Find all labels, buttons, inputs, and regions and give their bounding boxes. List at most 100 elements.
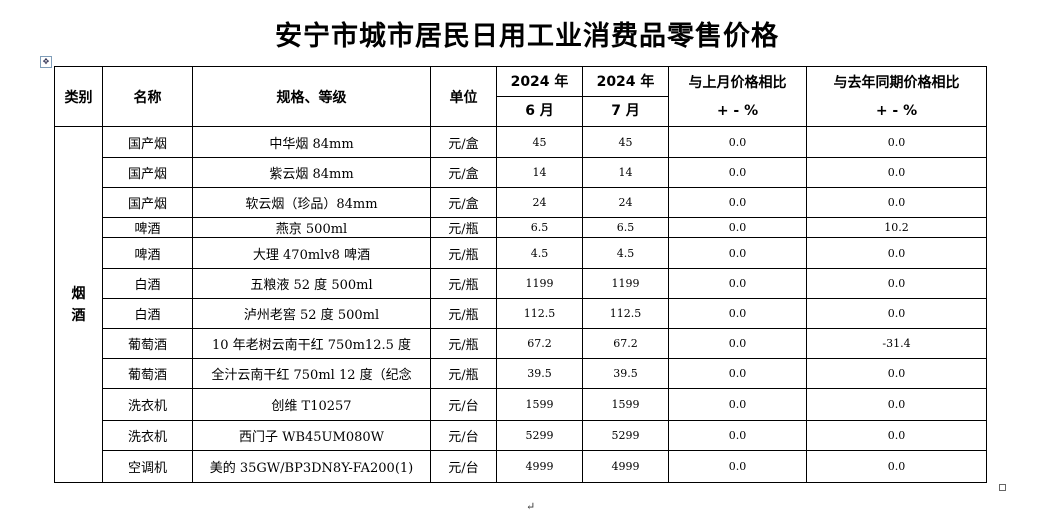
- june-price-cell: 112.5: [496, 298, 583, 329]
- product-name-cell: 国产烟: [102, 187, 193, 218]
- header-june-month: 6 月: [497, 96, 582, 125]
- header-june: 2024 年 6 月: [496, 66, 583, 127]
- spec-cell: 中华烟 84mm: [192, 126, 431, 158]
- yoy-change-cell: 0.0: [806, 126, 987, 158]
- june-price-cell: 1599: [496, 388, 583, 421]
- table-row: 洗衣机 创维 T10257 元/台 1599 1599 0.0 0.0: [55, 388, 987, 421]
- table-row: 洗衣机 西门子 WB45UM080W 元/台 5299 5299 0.0 0.0: [55, 420, 987, 451]
- product-name-cell: 国产烟: [102, 126, 193, 158]
- mom-change-cell: 0.0: [668, 388, 807, 421]
- spec-cell: 软云烟（珍品）84mm: [192, 187, 431, 218]
- july-price-cell: 14: [582, 157, 669, 188]
- yoy-change-cell: 0.0: [806, 388, 987, 421]
- product-name-cell: 国产烟: [102, 157, 193, 188]
- yoy-change-cell: 0.0: [806, 187, 987, 218]
- yoy-change-cell: -31.4: [806, 328, 987, 359]
- unit-cell: 元/瓶: [430, 268, 497, 299]
- header-july-year: 2024 年: [596, 74, 655, 90]
- table-move-handle-icon[interactable]: ✥: [40, 56, 52, 68]
- july-price-cell: 4.5: [582, 237, 669, 269]
- product-name-cell: 洗衣机: [102, 388, 193, 421]
- mom-change-cell: 0.0: [668, 187, 807, 218]
- mom-change-cell: 0.0: [668, 126, 807, 158]
- header-yoy-label: 与去年同期价格相比: [833, 74, 960, 91]
- mom-change-cell: 0.0: [668, 358, 807, 389]
- yoy-change-cell: 0.0: [806, 358, 987, 389]
- yoy-change-cell: 0.0: [806, 157, 987, 188]
- table-row: 白酒 五粮液 52 度 500ml 元/瓶 1199 1199 0.0 0.0: [55, 268, 987, 299]
- unit-cell: 元/盒: [430, 187, 497, 218]
- unit-cell: 元/瓶: [430, 358, 497, 389]
- yoy-change-cell: 0.0: [806, 420, 987, 451]
- spec-cell: 五粮液 52 度 500ml: [192, 268, 431, 299]
- header-category: 类别: [54, 66, 103, 127]
- table-body: 烟 酒国产烟 中华烟 84mm 元/盒 45 45 0.0 0.0 国产烟 紫云烟 84mm 元/…: [54, 126, 987, 483]
- table-row: 白酒 泸州老窖 52 度 500ml 元/瓶 112.5 112.5 0.0 0.0: [55, 298, 987, 329]
- product-name-cell: 葡萄酒: [102, 358, 193, 389]
- table-row: 烟 酒国产烟 中华烟 84mm 元/盒 45 45 0.0 0.0: [54, 126, 987, 483]
- june-price-cell: 6.5: [496, 217, 583, 238]
- product-name-cell: 空调机: [102, 450, 193, 483]
- yoy-change-cell: 0.0: [806, 237, 987, 269]
- table-row: 空调机 美的 35GW/BP3DN8Y-FA200(1) 元/台 4999 4999 0.…: [55, 450, 987, 483]
- table-row: 国产烟 软云烟（珍品）84mm 元/盒 24 24 0.0 0.0: [55, 187, 987, 218]
- july-price-cell: 6.5: [582, 217, 669, 238]
- header-july: 2024 年 7 月: [582, 66, 669, 127]
- july-price-cell: 45: [582, 126, 669, 158]
- product-name-cell: 洗衣机: [102, 420, 193, 451]
- mom-change-cell: 0.0: [668, 157, 807, 188]
- header-name: 名称: [102, 66, 193, 127]
- july-price-cell: 1599: [582, 388, 669, 421]
- header-june-year: 2024 年: [510, 74, 569, 90]
- yoy-change-cell: 0.0: [806, 268, 987, 299]
- spec-cell: 燕京 500ml: [192, 217, 431, 238]
- header-mom-unit: + - %: [716, 102, 759, 119]
- table-resize-handle-icon[interactable]: [999, 484, 1006, 491]
- unit-cell: 元/瓶: [430, 298, 497, 329]
- july-price-cell: 67.2: [582, 328, 669, 359]
- mom-change-cell: 0.0: [668, 328, 807, 359]
- mom-change-cell: 0.0: [668, 217, 807, 238]
- spec-cell: 大理 470mlv8 啤酒: [192, 237, 431, 269]
- unit-cell: 元/盒: [430, 126, 497, 158]
- table-row: 啤酒 燕京 500ml 元/瓶 6.5 6.5 0.0 10.2: [55, 217, 987, 238]
- july-price-cell: 24: [582, 187, 669, 218]
- june-price-cell: 14: [496, 157, 583, 188]
- header-mom-label: 与上月价格相比: [688, 74, 787, 91]
- product-name-cell: 啤酒: [102, 217, 193, 238]
- june-price-cell: 67.2: [496, 328, 583, 359]
- july-price-cell: 112.5: [582, 298, 669, 329]
- mom-change-cell: 0.0: [668, 298, 807, 329]
- header-yoy: 与去年同期价格相比 + - %: [806, 66, 987, 127]
- unit-cell: 元/瓶: [430, 328, 497, 359]
- spec-cell: 10 年老树云南干红 750m12.5 度: [192, 328, 431, 359]
- header-yoy-unit: + - %: [875, 102, 918, 119]
- header-mom: 与上月价格相比 + - %: [668, 66, 807, 127]
- july-price-cell: 39.5: [582, 358, 669, 389]
- unit-cell: 元/盒: [430, 157, 497, 188]
- yoy-change-cell: 0.0: [806, 298, 987, 329]
- document-title: 安宁市城市居民日用工业消费品零售价格: [275, 21, 779, 52]
- table-row: 啤酒 大理 470mlv8 啤酒 元/瓶 4.5 4.5 0.0 0.0: [55, 237, 987, 269]
- table-row: 葡萄酒 10 年老树云南干红 750m12.5 度元/瓶 67.2 67.2 0.0 -3…: [55, 328, 987, 359]
- unit-cell: 元/瓶: [430, 237, 497, 269]
- unit-cell: 元/台: [430, 420, 497, 451]
- spec-cell: 创维 T10257: [192, 388, 431, 421]
- table-row: 国产烟 紫云烟 84mm 元/盒 14 14 0.0 0.0: [55, 157, 987, 188]
- mom-change-cell: 0.0: [668, 420, 807, 451]
- table-row: 葡萄酒 全汁云南干红 750ml 12 度（纪念 元/瓶 39.5 39.5 0.0 0.0: [55, 358, 987, 389]
- product-name-cell: 啤酒: [102, 237, 193, 269]
- spec-cell: 泸州老窖 52 度 500ml: [192, 298, 431, 329]
- spec-cell: 西门子 WB45UM080W: [192, 420, 431, 451]
- paragraph-mark-icon: ↵: [526, 500, 536, 513]
- mom-change-cell: 0.0: [668, 237, 807, 269]
- june-price-cell: 45: [496, 126, 583, 158]
- product-name-cell: 白酒: [102, 298, 193, 329]
- spec-cell: 美的 35GW/BP3DN8Y-FA200(1): [192, 450, 431, 483]
- spec-cell: 全汁云南干红 750ml 12 度（纪念: [192, 358, 431, 389]
- header-july-month: 7 月: [583, 96, 668, 125]
- june-price-cell: 4999: [496, 450, 583, 483]
- july-price-cell: 4999: [582, 450, 669, 483]
- unit-cell: 元/台: [430, 388, 497, 421]
- header-spec: 规格、等级: [192, 66, 431, 127]
